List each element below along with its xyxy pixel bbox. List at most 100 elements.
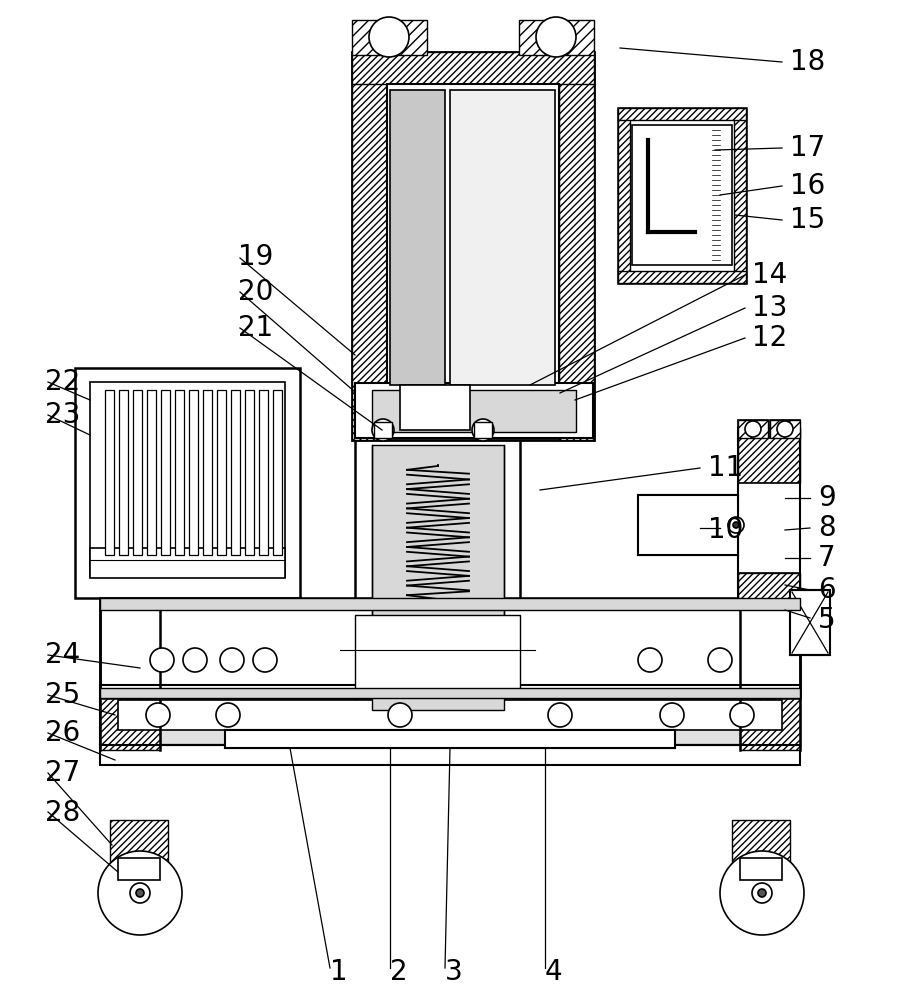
Text: 18: 18 [790,48,825,76]
Bar [638,495,738,555]
Text: 28: 28 [45,799,80,827]
Bar [355,615,520,690]
Text: 5: 5 [818,606,835,634]
Circle shape [183,648,207,672]
Bar [352,52,594,440]
Bar [100,598,800,610]
Circle shape [130,883,150,903]
Bar [259,390,268,555]
Bar [100,688,800,698]
Bar [118,700,782,730]
Text: 15: 15 [790,206,825,234]
Bar [738,428,800,483]
Bar [372,390,576,432]
Bar [790,590,830,655]
Text: 10: 10 [708,516,744,544]
Circle shape [708,648,732,672]
Text: 19: 19 [238,243,274,271]
Bar [175,390,184,555]
Circle shape [733,522,739,528]
Circle shape [472,419,494,441]
Bar [105,390,114,555]
Text: 21: 21 [238,314,274,342]
Text: 14: 14 [752,261,788,289]
Text: 8: 8 [818,514,835,542]
Text: 13: 13 [752,294,788,322]
Circle shape [752,883,772,903]
Circle shape [720,851,804,935]
Bar [352,52,387,440]
Bar [147,390,156,555]
Text: 25: 25 [45,681,80,709]
Bar [355,383,593,438]
Bar [217,390,226,555]
Bar [203,390,212,555]
Circle shape [777,421,793,437]
Bar [100,598,800,698]
Bar [119,390,128,555]
Text: 17: 17 [790,134,825,162]
Circle shape [536,17,576,57]
Bar [374,422,392,438]
Bar [400,385,470,430]
Bar [632,125,732,265]
Circle shape [150,648,174,672]
Bar [618,108,746,283]
Circle shape [372,419,394,441]
Bar [355,430,520,710]
Bar [738,483,800,573]
Bar [738,420,768,438]
Bar [245,390,254,555]
Bar [340,610,535,695]
Bar [90,382,285,577]
Circle shape [253,648,277,672]
Text: 4: 4 [545,958,563,986]
Circle shape [745,421,761,437]
Text: 24: 24 [45,641,80,669]
Text: 6: 6 [818,576,835,604]
Bar [100,600,160,750]
Circle shape [548,703,572,727]
Text: 12: 12 [752,324,788,352]
Text: 27: 27 [45,759,80,787]
Bar [559,52,594,440]
Text: 16: 16 [790,172,825,200]
Text: 1: 1 [330,958,348,986]
Bar [732,820,790,885]
Bar [770,420,800,438]
Text: 9: 9 [818,484,835,512]
Bar [100,745,800,765]
Bar [618,108,630,283]
Text: 3: 3 [445,958,463,986]
Bar [474,422,492,438]
Circle shape [638,648,662,672]
Circle shape [136,889,144,897]
Bar [740,858,782,880]
Text: 20: 20 [238,278,274,306]
Bar [738,573,800,605]
Circle shape [98,851,182,935]
Bar [618,108,746,120]
Bar [352,20,427,55]
Circle shape [388,703,412,727]
Bar [734,108,746,283]
Bar [740,600,800,750]
Text: 22: 22 [45,368,80,396]
Bar [118,858,160,880]
Text: 23: 23 [45,401,81,429]
Bar [225,730,675,748]
Circle shape [728,517,744,533]
Bar [387,84,559,389]
Bar [161,390,170,555]
Circle shape [369,17,409,57]
Circle shape [730,703,754,727]
Circle shape [216,703,240,727]
Circle shape [146,703,170,727]
Bar [133,390,142,555]
Bar [770,420,800,438]
Bar [189,390,198,555]
Bar [372,445,504,710]
Bar [75,368,300,598]
Bar [618,271,746,283]
Circle shape [220,648,244,672]
